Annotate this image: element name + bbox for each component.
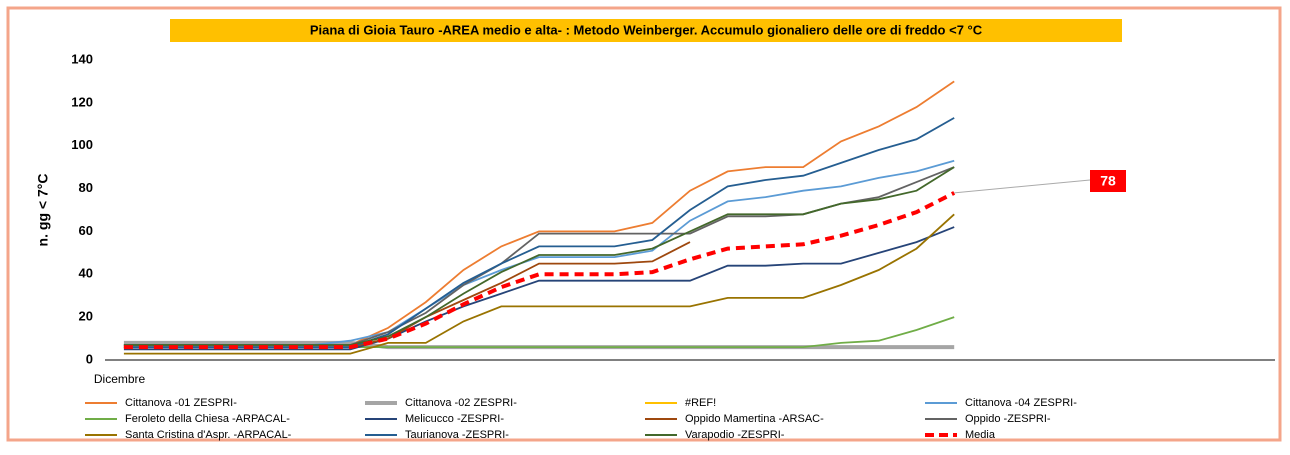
chart-title: Piana di Gioia Tauro -AREA medio e alta-…	[310, 22, 983, 37]
legend-label: Cittanova -02 ZESPRI-	[405, 397, 517, 409]
legend-label: #REF!	[685, 397, 716, 409]
callout-line	[954, 179, 1091, 194]
legend-label: Oppido -ZESPRI-	[965, 413, 1051, 425]
legend-label: Cittanova -04 ZESPRI-	[965, 397, 1077, 409]
y-tick-label: 0	[86, 351, 93, 366]
y-tick-label: 40	[79, 266, 93, 281]
legend-label: Varapodio -ZESPRI-	[685, 429, 785, 441]
y-tick-label: 20	[79, 309, 93, 324]
series-line	[123, 166, 955, 346]
y-tick-label: 60	[79, 223, 93, 238]
y-tick-label: 140	[71, 51, 93, 66]
legend-label: Media	[965, 429, 996, 441]
series-line	[123, 191, 956, 350]
y-tick-label: 100	[71, 137, 93, 152]
legend-label: Taurianova -ZESPRI-	[405, 429, 509, 441]
legend-label: Melicucco -ZESPRI-	[405, 413, 504, 425]
legend-label: Oppido Mamertina -ARSAC-	[685, 413, 824, 425]
x-tick-label: Dicembre	[94, 372, 146, 386]
callout-box	[1090, 170, 1126, 192]
title-box	[170, 19, 1122, 42]
legend-label: Feroleto della Chiesa -ARPACAL-	[125, 413, 290, 425]
series-line	[123, 226, 955, 351]
legend-label: Santa Cristina d'Aspr. -ARPACAL-	[125, 429, 292, 441]
series-line	[123, 213, 955, 355]
legend-label: Cittanova -01 ZESPRI-	[125, 397, 237, 409]
y-tick-label: 120	[71, 94, 93, 109]
y-tick-label: 80	[79, 180, 93, 195]
y-axis-label: n. gg < 7°C	[35, 174, 51, 247]
data-label: 78	[1100, 173, 1116, 189]
